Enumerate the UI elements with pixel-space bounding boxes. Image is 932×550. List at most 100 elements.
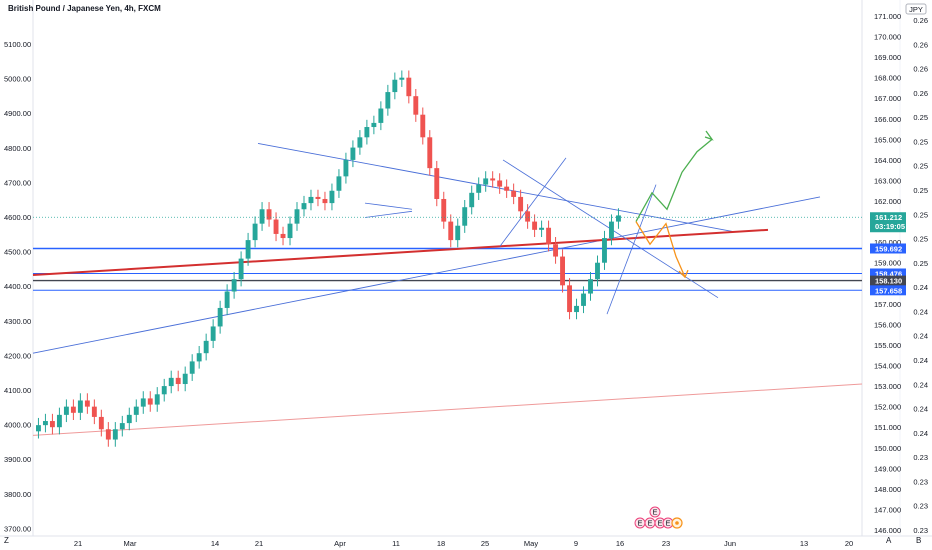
log-scale-button[interactable]: B	[916, 536, 922, 545]
candle-body[interactable]	[532, 221, 538, 230]
candle-body[interactable]	[469, 192, 475, 208]
candle-body[interactable]	[294, 209, 300, 224]
candle-body[interactable]	[308, 196, 314, 204]
candle-body[interactable]	[378, 108, 384, 123]
candle-body[interactable]	[224, 291, 230, 308]
candle-body[interactable]	[448, 221, 454, 241]
candle-body[interactable]	[476, 184, 482, 193]
rising-trendline[interactable]	[32, 196, 821, 354]
candle-body[interactable]	[441, 198, 447, 222]
candle-body[interactable]	[434, 168, 440, 199]
candle-body[interactable]	[525, 211, 531, 222]
candle-body[interactable]	[392, 79, 398, 93]
candle-body[interactable]	[588, 279, 593, 294]
candle-body[interactable]	[371, 122, 377, 128]
candle-body[interactable]	[77, 400, 83, 413]
candle-body[interactable]	[350, 147, 356, 160]
candle-body[interactable]	[343, 159, 349, 177]
bullish-projection-path[interactable]	[635, 138, 713, 222]
candle-body[interactable]	[616, 215, 621, 222]
candle-body[interactable]	[287, 223, 293, 239]
candle-body[interactable]	[42, 421, 48, 426]
candle-body[interactable]	[210, 326, 216, 341]
price-axis-label[interactable]	[870, 268, 906, 279]
falling-trendline[interactable]	[257, 143, 736, 233]
candle-body[interactable]	[147, 398, 153, 405]
flag-bottom-line[interactable]	[364, 210, 413, 218]
flag-top-line[interactable]	[364, 202, 413, 210]
candle-body[interactable]	[322, 198, 328, 204]
candle-body[interactable]	[119, 423, 125, 430]
candle-body[interactable]	[413, 96, 419, 115]
candle-body[interactable]	[56, 414, 62, 428]
candle-body[interactable]	[126, 414, 132, 424]
candle-body[interactable]	[70, 406, 76, 413]
candle-body[interactable]	[511, 190, 517, 197]
candle-body[interactable]	[399, 77, 405, 80]
candle-body[interactable]	[504, 186, 510, 191]
candle-body[interactable]	[462, 207, 468, 226]
price-axis-label[interactable]	[870, 243, 906, 254]
candle-body[interactable]	[245, 240, 251, 259]
candle-body[interactable]	[140, 398, 146, 407]
candle-body[interactable]	[112, 429, 118, 440]
candle-body[interactable]	[252, 223, 258, 241]
candle-body[interactable]	[49, 421, 55, 428]
lower-red-trendline[interactable]	[32, 383, 863, 436]
candle-body[interactable]	[553, 244, 559, 257]
candle-body[interactable]	[91, 406, 97, 417]
candle-body[interactable]	[231, 279, 237, 292]
candle-body[interactable]	[133, 406, 139, 415]
candle-body[interactable]	[266, 209, 272, 220]
candle-body[interactable]	[518, 196, 524, 212]
candle-body[interactable]	[203, 340, 209, 354]
candle-body[interactable]	[238, 258, 244, 280]
candle-body[interactable]	[574, 305, 579, 313]
corner-left[interactable]: Z	[4, 536, 9, 545]
candle-body[interactable]	[420, 114, 426, 138]
candle-body[interactable]	[609, 221, 614, 239]
candle-body[interactable]	[581, 293, 586, 306]
candle-body[interactable]	[602, 238, 607, 263]
candle-body[interactable]	[301, 203, 307, 210]
bearish-projection-path[interactable]	[635, 221, 686, 278]
candle-body[interactable]	[364, 127, 370, 138]
current-price-label[interactable]	[870, 212, 906, 233]
candle-body[interactable]	[175, 377, 181, 385]
currency-badge[interactable]	[905, 3, 927, 15]
candle-body[interactable]	[483, 178, 489, 185]
candle-body[interactable]	[497, 180, 503, 187]
candle-body[interactable]	[329, 190, 335, 204]
candle-body[interactable]	[161, 386, 167, 395]
candle-body[interactable]	[98, 416, 104, 430]
candle-body[interactable]	[357, 137, 363, 148]
steep-trendline[interactable]	[499, 157, 567, 247]
candle-body[interactable]	[595, 262, 600, 280]
candle-body[interactable]	[490, 178, 496, 181]
candle-body[interactable]	[84, 400, 90, 407]
candle-body[interactable]	[539, 227, 545, 230]
recovery-trendline[interactable]	[606, 184, 657, 315]
candle-body[interactable]	[217, 307, 223, 327]
price-axis-label[interactable]	[870, 275, 906, 286]
candle-body[interactable]	[259, 209, 265, 224]
candle-body[interactable]	[336, 176, 342, 191]
candle-body[interactable]	[189, 361, 195, 374]
price-axis-label[interactable]	[870, 285, 906, 296]
candle-body[interactable]	[567, 285, 572, 313]
candle-body[interactable]	[315, 196, 321, 199]
candle-body[interactable]	[154, 394, 160, 405]
candle-body[interactable]	[36, 425, 41, 432]
candle-body[interactable]	[406, 77, 412, 97]
candle-body[interactable]	[385, 92, 391, 109]
candle-body[interactable]	[427, 137, 433, 169]
candle-body[interactable]	[560, 256, 565, 286]
auto-scale-button[interactable]: A	[886, 536, 892, 545]
event-marker-icon[interactable]	[649, 506, 661, 518]
candle-body[interactable]	[273, 219, 279, 234]
candle-body[interactable]	[105, 429, 111, 440]
candle-body[interactable]	[455, 225, 461, 241]
candle-body[interactable]	[280, 233, 286, 239]
red-rising-trendline[interactable]	[32, 228, 769, 277]
